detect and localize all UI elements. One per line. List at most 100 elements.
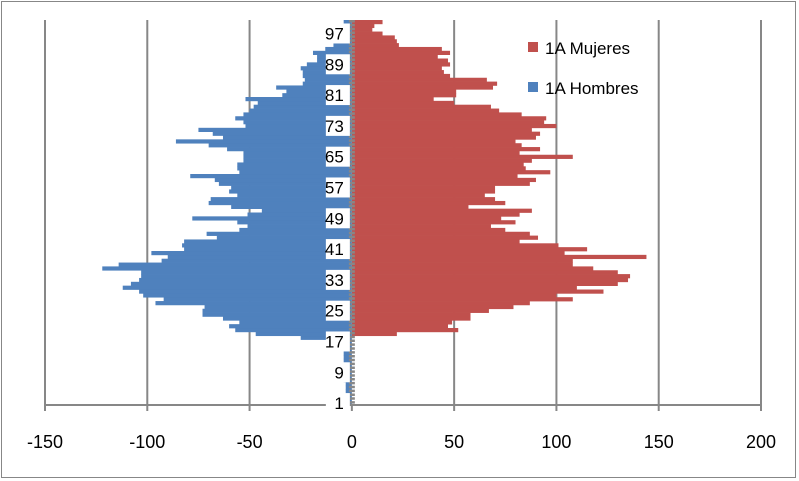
- bar-mujeres-age-95: [351, 39, 397, 44]
- bar-hombres-age-19: [255, 331, 352, 337]
- bar-hombres-age-22: [239, 320, 352, 325]
- bar-mujeres-age-22: [351, 320, 453, 325]
- bar-hombres-age-82: [286, 89, 352, 94]
- bar-hombres-age-46: [239, 227, 352, 233]
- bar-mujeres-age-85: [351, 77, 487, 82]
- bar-mujeres-age-86: [351, 73, 451, 79]
- age-label-bg-81: [325, 85, 350, 106]
- bar-hombres-age-41: [184, 247, 352, 252]
- bar-hombres-age-79: [257, 100, 352, 106]
- bar-hombres-age-34: [141, 274, 352, 279]
- bar-hombres-age-21: [229, 324, 352, 329]
- bar-hombres-age-66: [243, 150, 352, 156]
- bar-hombres-age-85: [304, 77, 352, 82]
- bar-hombres-age-80: [245, 97, 352, 102]
- bar-hombres-age-100: [343, 20, 352, 25]
- bar-mujeres-age-81: [351, 93, 457, 98]
- bar-hombres-age-67: [227, 147, 352, 152]
- bar-mujeres-age-48: [351, 220, 516, 225]
- bar-mujeres-age-73: [351, 123, 557, 129]
- bar-mujeres-age-25: [351, 308, 489, 313]
- bar-hombres-age-49: [192, 216, 352, 221]
- bar-mujeres-age-27: [351, 301, 530, 306]
- bar-hombres-age-44: [216, 235, 352, 240]
- bar-mujeres-age-21: [351, 324, 449, 329]
- bar-hombres-age-38: [161, 258, 352, 263]
- bar-hombres-age-32: [130, 281, 352, 286]
- bar-hombres-age-84: [302, 81, 352, 86]
- bar-mujeres-age-92: [351, 50, 451, 55]
- age-label-bg-73: [325, 115, 350, 136]
- age-tick-label-57: 57: [325, 178, 344, 197]
- bar-hombres-age-25: [202, 308, 352, 313]
- bar-hombres-age-50: [247, 212, 352, 217]
- bar-mujeres-age-74: [351, 120, 545, 125]
- bar-mujeres-age-55: [351, 193, 485, 198]
- bar-mujeres-age-62: [351, 166, 526, 171]
- age-label-bg-89: [325, 54, 350, 75]
- bar-hombres-age-64: [243, 158, 352, 163]
- bar-mujeres-age-61: [351, 170, 551, 175]
- bar-hombres-age-65: [243, 154, 352, 159]
- bar-hombres-age-71: [212, 131, 352, 136]
- bar-mujeres-age-69: [351, 139, 516, 144]
- age-label-bg-25: [325, 300, 350, 321]
- bar-hombres-age-27: [155, 301, 352, 306]
- bar-mujeres-age-50: [351, 212, 520, 217]
- bar-mujeres-age-78: [351, 104, 491, 109]
- legend-label-mujeres: 1A Mujeres: [545, 39, 630, 58]
- age-tick-label-33: 33: [325, 271, 344, 290]
- bar-mujeres-age-72: [351, 127, 532, 132]
- bar-mujeres-age-82: [351, 89, 457, 94]
- age-label-bg-49: [325, 208, 350, 229]
- bar-hombres-age-24: [202, 312, 352, 317]
- bar-mujeres-age-75: [351, 116, 547, 121]
- bar-mujeres-age-30: [351, 289, 604, 294]
- bar-mujeres-age-54: [351, 197, 496, 202]
- bar-mujeres-age-70: [351, 135, 536, 140]
- bar-mujeres-age-65: [351, 154, 573, 159]
- bar-mujeres-age-64: [351, 158, 532, 163]
- legend-swatch-mujeres: [528, 42, 538, 52]
- bar-mujeres-age-60: [351, 174, 518, 179]
- bar-hombres-age-74: [243, 120, 352, 125]
- bar-mujeres-age-19: [351, 331, 397, 337]
- bar-hombres-age-26: [204, 304, 352, 310]
- bar-mujeres-age-57: [351, 185, 496, 190]
- bar-mujeres-age-43: [351, 239, 520, 244]
- bar-mujeres-age-63: [351, 162, 524, 167]
- bar-mujeres-age-68: [351, 143, 522, 148]
- bar-mujeres-age-67: [351, 147, 541, 152]
- bar-mujeres-age-41: [351, 247, 588, 252]
- age-label-bg-17: [325, 331, 350, 352]
- bar-mujeres-age-59: [351, 177, 536, 183]
- bar-hombres-age-53: [208, 200, 352, 206]
- bar-mujeres-age-49: [351, 216, 502, 221]
- x-tick-label-50: 50: [444, 432, 464, 452]
- bar-hombres-age-48: [237, 220, 352, 225]
- bar-mujeres-age-39: [351, 254, 647, 260]
- bar-hombres-age-40: [151, 251, 352, 256]
- bar-hombres-age-62: [237, 166, 352, 171]
- bar-hombres-age-76: [243, 112, 352, 117]
- bar-mujeres-age-80: [351, 97, 434, 102]
- bar-hombres-age-51: [261, 208, 352, 213]
- bar-mujeres-age-37: [351, 262, 573, 267]
- x-tick-label--100: -100: [129, 432, 165, 452]
- bar-hombres-age-45: [206, 231, 352, 236]
- bar-hombres-age-12: [343, 358, 352, 363]
- bar-mujeres-age-88: [351, 66, 442, 71]
- bar-hombres-age-57: [231, 185, 352, 190]
- bar-mujeres-age-44: [351, 235, 539, 240]
- bar-mujeres-age-56: [351, 189, 496, 194]
- age-tick-label-89: 89: [325, 55, 344, 74]
- bar-mujeres-age-24: [351, 312, 471, 317]
- x-tick-label-150: 150: [644, 432, 674, 452]
- bar-mujeres-age-51: [351, 208, 532, 213]
- bar-mujeres-age-40: [351, 251, 565, 256]
- bar-mujeres-age-99: [351, 23, 375, 29]
- bar-hombres-age-75: [235, 116, 352, 121]
- bar-mujeres-age-66: [351, 150, 520, 156]
- bar-mujeres-age-77: [351, 108, 500, 113]
- legend: 1A Mujeres 1A Hombres: [528, 39, 639, 98]
